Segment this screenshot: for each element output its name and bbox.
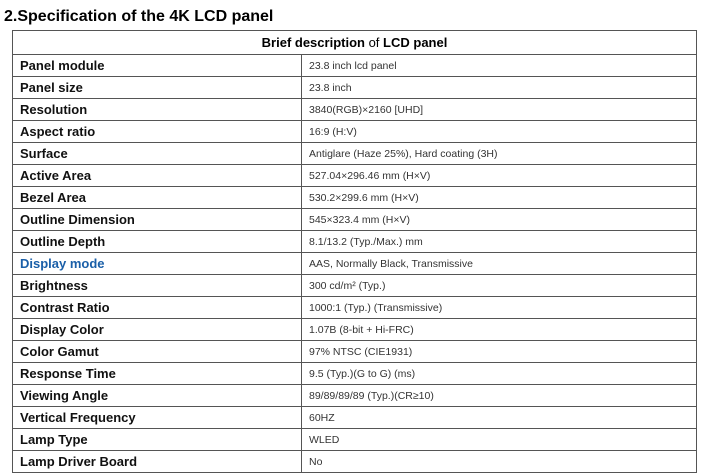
spec-row: Surface Antiglare (Haze 25%), Hard coatin… <box>12 142 697 165</box>
spec-value: 8.1/13.2 (Typ./Max.) mm <box>301 230 697 253</box>
spec-value: 23.8 inch lcd panel <box>301 54 697 77</box>
spec-label: Viewing Angle <box>12 384 302 407</box>
spec-value: 300 cd/m² (Typ.) <box>301 274 697 297</box>
spec-label: Display mode <box>12 252 302 275</box>
spec-row: Viewing Angle 89/89/89/89 (Typ.)(CR≥10) <box>12 384 697 407</box>
spec-value: 545×323.4 mm (H×V) <box>301 208 697 231</box>
header-cell: Brief description of LCD panel <box>12 30 697 55</box>
spec-label: Vertical Frequency <box>12 406 302 429</box>
spec-row: Contrast Ratio 1000:1 (Typ.) (Transmissiv… <box>12 296 697 319</box>
spec-table: Brief description of LCD panel Panel mod… <box>12 30 697 473</box>
spec-row: Aspect ratio 16:9 (H:V) <box>12 120 697 143</box>
spec-label: Panel size <box>12 76 302 99</box>
spec-value: No <box>301 450 697 473</box>
spec-value: 97% NTSC (CIE1931) <box>301 340 697 363</box>
spec-row: Brightness 300 cd/m² (Typ.) <box>12 274 697 297</box>
spec-label: Brightness <box>12 274 302 297</box>
table-body: Panel module 23.8 inch lcd panel Panel siz… <box>12 54 697 473</box>
spec-label: Panel module <box>12 54 302 77</box>
spec-row: Panel module 23.8 inch lcd panel <box>12 54 697 77</box>
spec-label: Active Area <box>12 164 302 187</box>
heading: 2.Specification of the 4K LCD panel <box>4 8 274 25</box>
header-text: Brief description <box>261 35 365 50</box>
spec-label: Bezel Area <box>12 186 302 209</box>
spec-label: Surface <box>12 142 302 165</box>
spec-value: WLED <box>301 428 697 451</box>
spec-label: Aspect ratio <box>12 120 302 143</box>
spec-row: Display mode AAS, Normally Black, Transmi… <box>12 252 697 275</box>
spec-value: 1.07B (8-bit + Hi-FRC) <box>301 318 697 341</box>
spec-value: 527.04×296.46 mm (H×V) <box>301 164 697 187</box>
spec-row: Lamp Type WLED <box>12 428 697 451</box>
spec-value: 530.2×299.6 mm (H×V) <box>301 186 697 209</box>
spec-value: 60HZ <box>301 406 697 429</box>
spec-row: Resolution 3840(RGB)×2160 [UHD] <box>12 98 697 121</box>
spec-value: 1000:1 (Typ.) (Transmissive) <box>301 296 697 319</box>
spec-value: AAS, Normally Black, Transmissive <box>301 252 697 275</box>
spec-row: Vertical Frequency 60HZ <box>12 406 697 429</box>
spec-label: Display Color <box>12 318 302 341</box>
spec-row: Panel size 23.8 inch <box>12 76 697 99</box>
header-text: of <box>368 35 380 50</box>
spec-row: Display Color 1.07B (8-bit + Hi-FRC) <box>12 318 697 341</box>
spec-label: Lamp Type <box>12 428 302 451</box>
spec-label: Contrast Ratio <box>12 296 302 319</box>
spec-label: Lamp Driver Board <box>12 450 302 473</box>
spec-row: Outline Depth 8.1/13.2 (Typ./Max.) mm <box>12 230 697 253</box>
spec-row: Color Gamut 97% NTSC (CIE1931) <box>12 340 697 363</box>
spec-value: Antiglare (Haze 25%), Hard coating (3H) <box>301 142 697 165</box>
spec-value: 16:9 (H:V) <box>301 120 697 143</box>
spec-row: Outline Dimension 545×323.4 mm (H×V) <box>12 208 697 231</box>
spec-value: 3840(RGB)×2160 [UHD] <box>301 98 697 121</box>
spec-value: 9.5 (Typ.)(G to G) (ms) <box>301 362 697 385</box>
spec-row: Response Time 9.5 (Typ.)(G to G) (ms) <box>12 362 697 385</box>
spec-row: Lamp Driver Board No <box>12 450 697 473</box>
header-row: Brief description of LCD panel <box>12 30 697 55</box>
spec-value: 89/89/89/89 (Typ.)(CR≥10) <box>301 384 697 407</box>
spec-label: Color Gamut <box>12 340 302 363</box>
spec-label: Resolution <box>12 98 302 121</box>
spec-label: Response Time <box>12 362 302 385</box>
spec-value: 23.8 inch <box>301 76 697 99</box>
spec-row: Active Area 527.04×296.46 mm (H×V) <box>12 164 697 187</box>
spec-label: Outline Depth <box>12 230 302 253</box>
spec-row: Bezel Area 530.2×299.6 mm (H×V) <box>12 186 697 209</box>
header-text: LCD panel <box>383 35 448 50</box>
spec-label: Outline Dimension <box>12 208 302 231</box>
